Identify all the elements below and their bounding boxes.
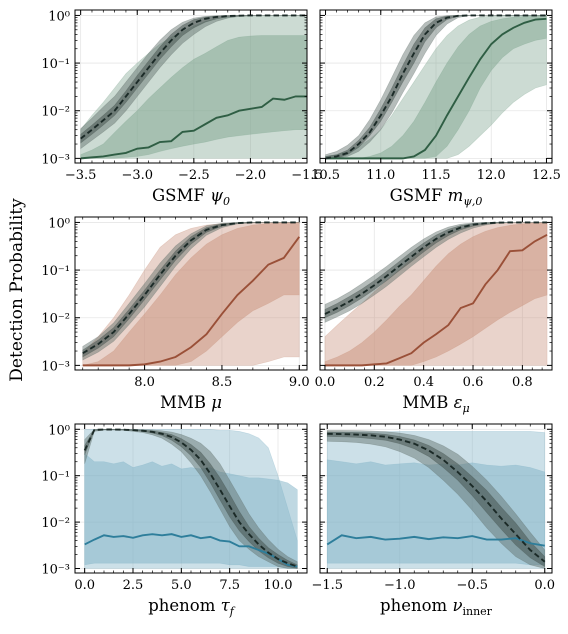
x-tick-label: 5.0 xyxy=(171,578,192,593)
y-tick-label: 10⁻³ xyxy=(41,359,70,374)
panel-mmb_eps: 0.0 0.2 0.4 0.6 0.8 MMB εμ xyxy=(315,216,553,415)
series-band-inner xyxy=(82,222,300,366)
series-median-line xyxy=(82,236,301,367)
y-tick-label: 10⁰ xyxy=(48,216,70,231)
series-band-inner xyxy=(80,35,307,159)
x-tick-label: 9.0 xyxy=(289,375,310,390)
x-tick-label: 0.0 xyxy=(315,375,336,390)
ticks xyxy=(320,10,552,163)
y-tick-label: 10⁻² xyxy=(41,105,70,120)
ticks xyxy=(75,217,307,370)
panel-phenom_nu: −1.5 −1.0 −0.5 0.0 phenom νinner xyxy=(311,423,555,618)
x-tick-label: 0.0 xyxy=(534,578,555,593)
x-tick-label: 8.5 xyxy=(212,375,233,390)
panel-mmb_mu: 8.0 8.5 9.0 10⁰ 10⁻¹ 10⁻² 10⁻³ MMB μ xyxy=(41,216,309,412)
best-median-line xyxy=(80,14,307,140)
axes-frame xyxy=(319,423,553,574)
y-tick-label: 10⁻¹ xyxy=(41,57,70,72)
x-axis-label: MMB εμ xyxy=(402,393,469,415)
x-tick-label: −1.0 xyxy=(384,578,416,593)
y-tick-label: 10⁰ xyxy=(48,423,70,438)
series-median-line xyxy=(326,534,545,547)
panel-gsmf_mpsi0: 10.5 11.0 11.5 12.0 12.5 GSMF mψ,0 xyxy=(311,9,561,208)
ticks xyxy=(320,217,553,370)
x-tick-label: 11.5 xyxy=(422,168,451,183)
series-median-line xyxy=(80,95,307,160)
x-tick-label: −2.5 xyxy=(178,168,210,183)
best-median-line xyxy=(324,221,548,315)
plot-area xyxy=(325,14,547,160)
y-tick-label: 10⁻³ xyxy=(41,152,70,167)
x-tick-label: 10.5 xyxy=(311,168,340,183)
x-tick-label: 8.0 xyxy=(134,375,155,390)
x-tick-label: 7.5 xyxy=(219,578,240,593)
x-tick-label: 12.0 xyxy=(477,168,506,183)
x-tick-label: −1.5 xyxy=(311,578,343,593)
axes-frame xyxy=(74,9,308,164)
x-tick-label: −0.5 xyxy=(456,578,488,593)
x-tick-label: 10.0 xyxy=(264,578,293,593)
x-tick-label: 0.2 xyxy=(364,375,385,390)
x-tick-label: −3.0 xyxy=(121,168,153,183)
grid xyxy=(320,10,552,163)
x-axis-label: GSMF mψ,0 xyxy=(390,186,483,208)
panel-gsmf_psi0: −3.5 −3.0 −2.5 −2.0 −1.5 10⁰ 10⁻¹ 10⁻² 10⁻³ GSMF … xyxy=(41,9,322,208)
x-tick-label: −1.5 xyxy=(291,168,323,183)
plot-area xyxy=(83,428,298,569)
series-band-inner xyxy=(324,222,548,366)
x-axis-label: phenom νinner xyxy=(380,596,493,618)
x-axis-label: GSMF ψ0 xyxy=(152,186,230,208)
x-tick-label: 2.5 xyxy=(123,578,144,593)
x-axis-label: phenom τf xyxy=(148,596,236,618)
best-median-line xyxy=(325,14,547,160)
x-tick-label: −3.5 xyxy=(65,168,97,183)
best-band-inner xyxy=(326,431,546,568)
ticks xyxy=(320,424,552,573)
series-median-line xyxy=(324,233,548,367)
y-tick-label: 10⁻¹ xyxy=(41,470,70,485)
best-band-inner xyxy=(84,428,298,569)
y-tick-label: 10⁻³ xyxy=(41,563,70,578)
x-tick-label: 12.5 xyxy=(532,168,561,183)
y-tick-label: 10⁻² xyxy=(41,516,70,531)
best-band-inner xyxy=(324,222,548,319)
ticks xyxy=(75,10,308,163)
x-tick-label: 0.8 xyxy=(512,375,533,390)
plot-area xyxy=(82,221,301,367)
panel-phenom_tau: 0.0 2.5 5.0 7.5 10.0 10⁰ 10⁻¹ 10⁻² 10⁻³ phenom τf xyxy=(41,423,308,618)
x-tick-label: 0.0 xyxy=(74,578,95,593)
series-median-line xyxy=(325,17,547,160)
best-median-line xyxy=(83,428,298,568)
x-tick-label: −2.0 xyxy=(235,168,267,183)
plot-area xyxy=(324,221,548,367)
plot-area xyxy=(326,430,546,569)
best-median-line xyxy=(82,221,300,355)
y-tick-label: 10⁻¹ xyxy=(41,264,70,279)
y-tick-label: 10⁻² xyxy=(41,312,70,327)
axes-frame xyxy=(319,216,553,371)
plot-area xyxy=(80,14,307,160)
x-tick-label: 0.6 xyxy=(463,375,484,390)
series-median-line xyxy=(84,533,298,568)
x-axis-label: MMB μ xyxy=(160,393,222,412)
y-tick-label: 10⁰ xyxy=(48,9,70,24)
best-median-line xyxy=(327,432,546,563)
y-axis-label: Detection Probability xyxy=(7,198,27,382)
ticks xyxy=(74,424,308,573)
x-tick-label: 11.0 xyxy=(366,168,395,183)
x-tick-label: 0.4 xyxy=(413,375,434,390)
